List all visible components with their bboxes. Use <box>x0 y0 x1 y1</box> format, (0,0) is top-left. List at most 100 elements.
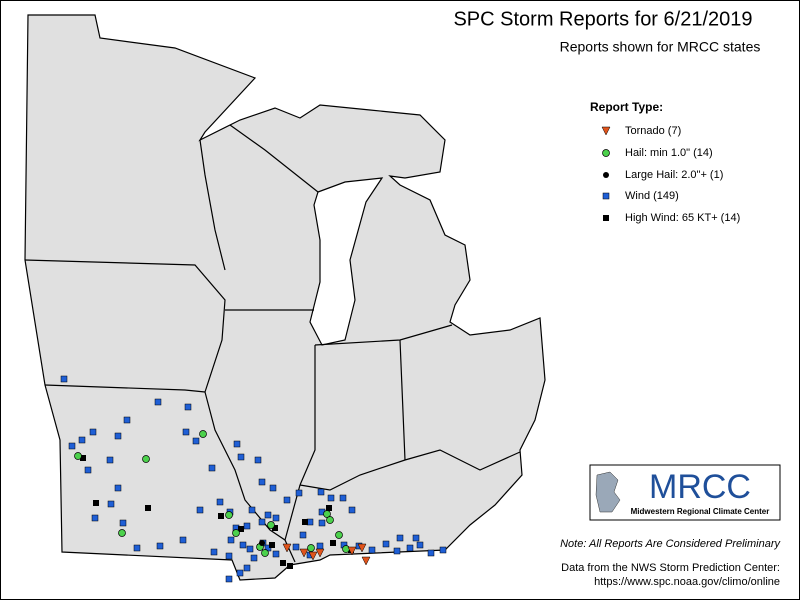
report-marker <box>267 521 275 529</box>
report-marker <box>258 518 266 526</box>
report-marker <box>335 531 343 539</box>
reports <box>60 375 447 583</box>
report-marker <box>89 428 97 436</box>
region <box>24 14 546 581</box>
report-marker <box>184 403 192 411</box>
report-marker <box>295 489 303 497</box>
report-marker <box>156 542 164 550</box>
state-line <box>399 339 406 461</box>
report-marker <box>326 516 334 524</box>
report-marker <box>269 484 277 492</box>
report-marker <box>361 556 371 566</box>
report-marker <box>357 543 367 553</box>
subtitle: Reports shown for MRCC states <box>560 39 761 55</box>
report-marker <box>282 543 292 553</box>
report-marker <box>133 544 141 552</box>
report-marker <box>225 552 233 560</box>
report-marker <box>393 547 401 555</box>
report-marker <box>261 549 269 557</box>
legend-symbol <box>603 215 609 221</box>
report-marker <box>93 500 99 506</box>
report-marker <box>368 546 376 554</box>
legend-symbol <box>603 172 609 178</box>
report-marker <box>239 541 247 549</box>
report-marker <box>259 540 265 546</box>
report-marker <box>315 548 325 558</box>
legend-symbol <box>602 149 610 157</box>
report-marker <box>382 540 390 548</box>
report-marker <box>199 430 207 438</box>
report-marker <box>118 529 126 537</box>
state-line <box>229 124 319 193</box>
report-marker <box>192 437 200 445</box>
legend-item: Tornado (7) <box>625 125 681 137</box>
report-marker <box>179 536 187 544</box>
source-url: https://www.spc.noaa.gov/climo/online <box>594 576 780 588</box>
legend-item: Hail: min 1.0" (14) <box>625 147 713 159</box>
report-marker <box>243 564 251 572</box>
report-marker <box>427 549 435 557</box>
state-line <box>299 345 316 486</box>
report-marker <box>299 548 309 558</box>
legend-title: Report Type: <box>590 100 663 114</box>
report-marker <box>196 506 204 514</box>
report-marker <box>216 498 224 506</box>
report-marker <box>123 416 131 424</box>
report-marker <box>272 525 278 531</box>
report-marker <box>272 514 280 522</box>
report-marker <box>254 456 262 464</box>
legend-item: Large Hail: 2.0"+ (1) <box>625 169 723 181</box>
report-marker <box>246 545 254 553</box>
report-marker <box>330 540 336 546</box>
legend-symbol <box>602 192 610 200</box>
report-marker <box>269 542 275 548</box>
state-line <box>24 259 226 393</box>
report-marker <box>80 455 86 461</box>
report-marker <box>347 546 357 556</box>
report-marker <box>232 529 240 537</box>
report-marker <box>258 478 266 486</box>
report-marker <box>218 513 224 519</box>
report-marker <box>318 519 326 527</box>
report-marker <box>145 505 151 511</box>
report-marker <box>238 526 244 532</box>
report-marker <box>250 554 258 562</box>
logo: MRCC Midwestern Regional Climate Center <box>589 464 781 521</box>
report-marker <box>308 551 318 561</box>
report-marker <box>264 511 272 519</box>
report-marker <box>236 569 244 577</box>
report-marker <box>243 522 251 530</box>
report-marker <box>280 560 286 566</box>
report-marker <box>114 432 122 440</box>
logo-map <box>595 471 621 513</box>
report-marker <box>287 563 293 569</box>
state-line <box>44 384 206 393</box>
report-marker <box>225 575 233 583</box>
report-marker <box>316 542 324 550</box>
legend-item: High Wind: 65 KT+ (14) <box>625 212 740 224</box>
map <box>24 14 546 581</box>
report-marker <box>106 456 114 464</box>
state-line <box>284 539 296 563</box>
report-marker <box>272 550 280 558</box>
report-marker <box>210 548 218 556</box>
logo-box <box>589 464 781 521</box>
report-marker <box>233 440 241 448</box>
report-marker <box>307 544 315 552</box>
report-marker <box>327 494 335 502</box>
report-marker <box>119 519 127 527</box>
report-marker <box>339 494 347 502</box>
report-marker <box>142 455 150 463</box>
lake-michigan <box>309 177 384 346</box>
report-marker <box>317 488 325 496</box>
report-marker <box>114 484 122 492</box>
report-marker <box>396 534 404 542</box>
note: Note: All Reports Are Considered Prelimi… <box>560 538 781 550</box>
report-marker <box>74 452 82 460</box>
report-marker <box>342 545 350 553</box>
report-marker <box>154 398 162 406</box>
logo-full-name: Midwestern Regional Climate Center <box>631 507 770 516</box>
report-marker <box>302 519 308 525</box>
report-marker <box>439 546 447 554</box>
